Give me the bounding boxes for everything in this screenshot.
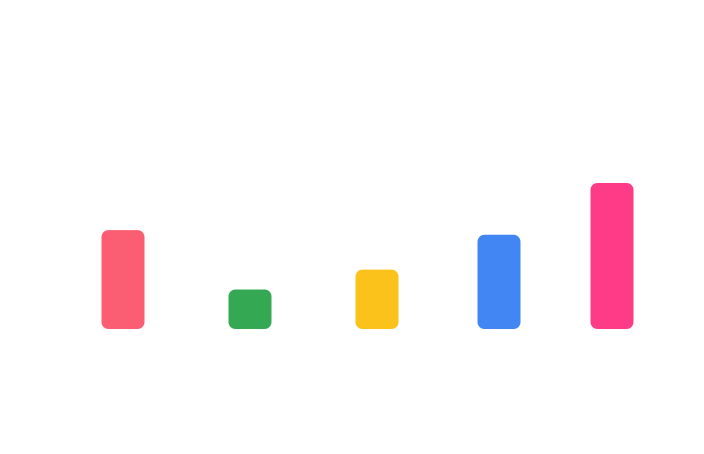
bar-5 bbox=[590, 183, 634, 329]
bar-1 bbox=[101, 230, 145, 329]
bar-group bbox=[101, 183, 634, 329]
bar-4 bbox=[477, 234, 521, 329]
bar-2 bbox=[228, 289, 272, 329]
bar-3 bbox=[355, 269, 399, 329]
